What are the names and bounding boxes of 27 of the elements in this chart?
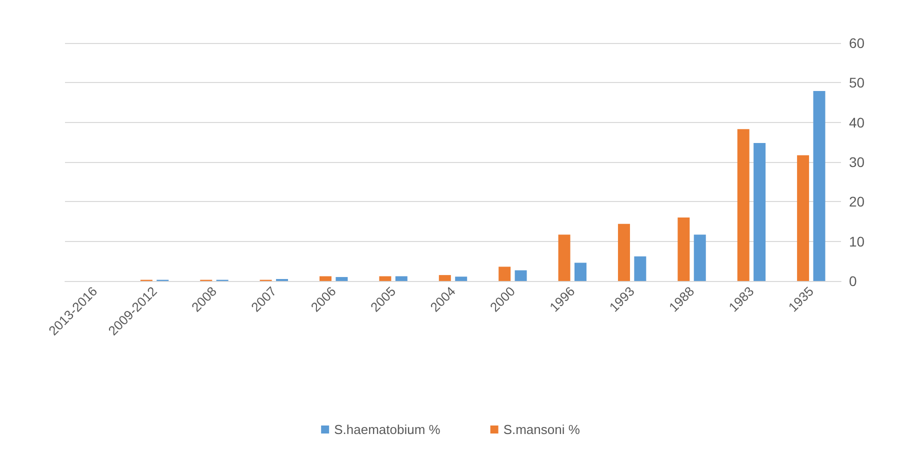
bar: [379, 276, 392, 281]
y-tick-label: 40: [849, 114, 865, 130]
bar: [678, 218, 690, 281]
y-tick-label: 10: [849, 233, 865, 250]
bar: [455, 276, 468, 281]
y-tick-label: 60: [849, 35, 865, 51]
bar: [320, 276, 332, 281]
y-tick-label: 0: [849, 273, 857, 289]
bar: [634, 256, 646, 281]
bar: [618, 224, 630, 281]
bar: [694, 234, 706, 281]
bar: [395, 276, 408, 281]
legend-label: S.haematobium %: [334, 422, 441, 437]
bar: [574, 262, 586, 281]
bar: [813, 90, 826, 281]
bar: [558, 234, 570, 281]
bar: [498, 266, 511, 281]
bar: [797, 155, 810, 281]
bar: [438, 275, 451, 281]
bar: [336, 277, 348, 281]
y-tick-label: 30: [849, 154, 865, 170]
bar: [514, 270, 527, 281]
bar: [737, 129, 750, 281]
legend-label: S.mansoni %: [503, 422, 580, 437]
y-tick-label: 50: [849, 74, 865, 91]
y-tick-label: 20: [849, 194, 865, 210]
bar: [754, 142, 766, 281]
